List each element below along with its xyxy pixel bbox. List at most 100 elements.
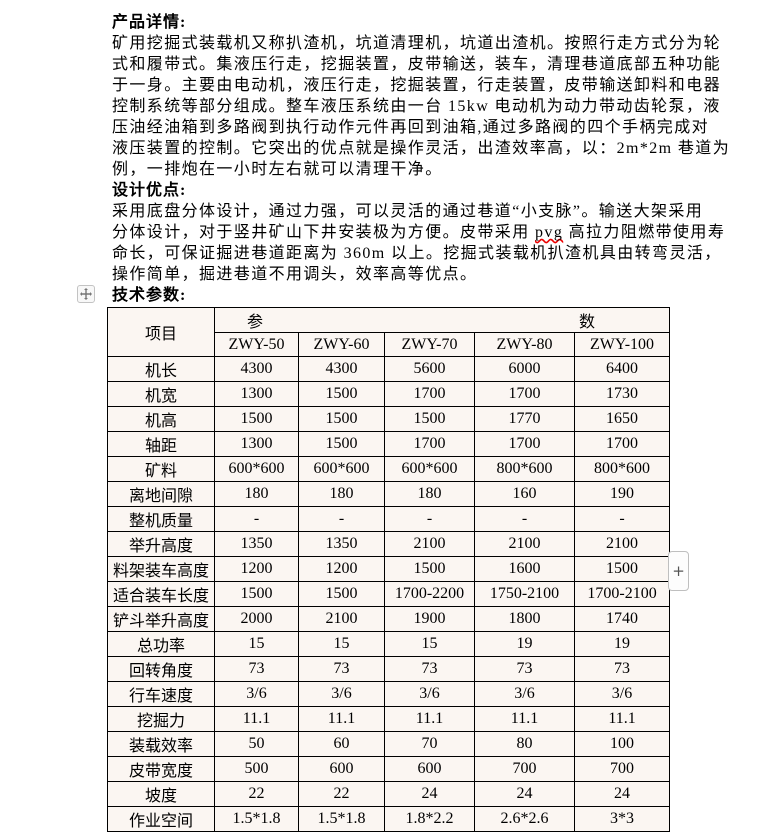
- spec-value-cell: 11.1: [214, 706, 299, 732]
- spec-value-cell: 1500: [214, 406, 299, 432]
- model-header-cell: ZWY-50: [214, 332, 299, 357]
- spec-value-cell: 73: [474, 656, 575, 682]
- spec-value-cell: -: [384, 506, 475, 532]
- spec-value-cell: 700: [573, 756, 671, 782]
- spec-value-cell: 1500: [298, 581, 385, 607]
- spec-value-cell: 180: [384, 481, 475, 507]
- model-header-row: ZWY-50 ZWY-60 ZWY-70 ZWY-80 ZWY-100: [108, 332, 671, 357]
- spec-value-cell: 15: [214, 631, 299, 657]
- spec-value-cell: 600: [384, 756, 475, 782]
- spec-value-cell: 5600: [384, 356, 475, 382]
- spec-value-cell: 1700: [573, 431, 671, 457]
- spec-value-cell: 600*600: [298, 456, 385, 482]
- spec-value-cell: 2100: [573, 531, 671, 557]
- table-add-button[interactable]: +: [668, 551, 689, 591]
- spec-value-cell: 700: [474, 756, 575, 782]
- spec-value-cell: 1500: [214, 581, 299, 607]
- row-label-cell: 整机质量: [107, 506, 215, 532]
- model-header-cell: ZWY-100: [573, 332, 671, 357]
- spec-value-cell: 1800: [474, 606, 575, 632]
- row-label-cell: 机长: [107, 356, 215, 382]
- row-label-cell: 机宽: [107, 381, 215, 407]
- spec-value-cell: 19: [474, 631, 575, 657]
- table-row: 坡度 22 22 24 24 24: [107, 781, 671, 807]
- table-row: 矿料 600*600 600*600 600*600 800*600 800*600: [107, 456, 671, 482]
- spec-value-cell: 11.1: [573, 706, 671, 732]
- table-row: 作业空间 1.5*1.8 1.5*1.8 1.8*2.2 2.6*2.6 3*3: [107, 806, 671, 832]
- table-row: 整机质量 - - - - -: [107, 506, 671, 532]
- table-move-handle[interactable]: [77, 285, 95, 303]
- spec-value-cell: 15: [298, 631, 385, 657]
- table-row: 机长 4300 4300 5600 6000 6400: [107, 356, 671, 382]
- spec-value-cell: 11.1: [474, 706, 575, 732]
- spec-value-cell: 73: [384, 656, 475, 682]
- table-row: 举升高度 1350 1350 2100 2100 2100: [107, 531, 671, 557]
- spec-value-cell: 70: [384, 731, 475, 757]
- spec-value-cell: 1770: [474, 406, 575, 432]
- row-label-cell: 举升高度: [107, 531, 215, 557]
- spec-value-cell: 2000: [214, 606, 299, 632]
- spec-value-cell: 1200: [214, 556, 299, 582]
- spec-value-cell: 24: [474, 781, 575, 807]
- spec-value-cell: 1500: [384, 556, 475, 582]
- spec-value-cell: 1200: [298, 556, 385, 582]
- spec-value-cell: 2100: [298, 606, 385, 632]
- spec-value-cell: 3*3: [573, 806, 671, 832]
- corner-header-cell: 项目: [107, 307, 215, 357]
- spec-value-cell: 600*600: [384, 456, 475, 482]
- design-advantages-heading: 设计优点:: [112, 182, 187, 199]
- spec-value-cell: 3/6: [214, 681, 299, 707]
- table-row: 机宽 1300 1500 1700 1700 1730: [107, 381, 671, 407]
- spec-value-cell: 1600: [474, 556, 575, 582]
- spec-value-cell: 1.5*1.8: [214, 806, 299, 832]
- spec-value-cell: 1300: [214, 431, 299, 457]
- spec-value-cell: 1500: [298, 381, 385, 407]
- spec-value-cell: 1.8*2.2: [384, 806, 475, 832]
- spec-value-cell: 190: [573, 481, 671, 507]
- table-row: 装载效率 50 60 70 80 100: [107, 731, 671, 757]
- spec-value-cell: 160: [474, 481, 575, 507]
- model-header-cell: ZWY-60: [298, 332, 385, 357]
- spec-value-cell: 60: [298, 731, 385, 757]
- row-label-cell: 总功率: [107, 631, 215, 657]
- spec-value-cell: 2100: [384, 531, 475, 557]
- table-row: 离地间隙 180 180 180 160 190: [107, 481, 671, 507]
- table-row: 行车速度 3/6 3/6 3/6 3/6 3/6: [107, 681, 671, 707]
- spec-value-cell: 1900: [384, 606, 475, 632]
- spec-value-cell: 24: [384, 781, 475, 807]
- product-details-paragraph: 矿用挖掘式装载机又称扒渣机，坑道清理机，坑道出渣机。按照行走方式分为轮 式和履带…: [112, 35, 731, 178]
- spec-value-cell: 1.5*1.8: [298, 806, 385, 832]
- design-text-after: 高拉力阻燃带使用寿 命长，可保证掘进巷道距离为 360m 以上。挖掘式装载机扒渣…: [112, 224, 726, 283]
- spec-value-cell: 600*600: [214, 456, 299, 482]
- spec-value-cell: 1700: [384, 381, 475, 407]
- row-label-cell: 离地间隙: [107, 481, 215, 507]
- spec-value-cell: 1500: [384, 406, 475, 432]
- spec-value-cell: 80: [474, 731, 575, 757]
- spec-value-cell: 100: [573, 731, 671, 757]
- table-row: 挖掘力 11.1 11.1 11.1 11.1 11.1: [107, 706, 671, 732]
- specs-table: 项目 参 数 ZWY-50 ZWY-60 ZWY-70 ZWY-80 ZWY-100 机…: [107, 307, 671, 832]
- spec-value-cell: 73: [298, 656, 385, 682]
- spec-value-cell: 2.6*2.6: [474, 806, 575, 832]
- spec-value-cell: 11.1: [384, 706, 475, 732]
- spec-value-cell: 24: [573, 781, 671, 807]
- product-details-heading: 产品详情:: [112, 14, 187, 31]
- design-text-before: 采用底盘分体设计，通过力强，可以灵活的通过巷道“小支脉”。输送大架采用 分体设计…: [112, 203, 704, 241]
- row-label-cell: 回转角度: [107, 656, 215, 682]
- row-label-cell: 行车速度: [107, 681, 215, 707]
- row-label-cell: 机高: [107, 406, 215, 432]
- spec-value-cell: 50: [214, 731, 299, 757]
- spec-value-cell: 800*600: [573, 456, 671, 482]
- spec-value-cell: 1750-2100: [474, 581, 575, 607]
- spec-value-cell: 19: [573, 631, 671, 657]
- spec-value-cell: 1700-2200: [384, 581, 475, 607]
- spec-value-cell: 2100: [474, 531, 575, 557]
- table-row: 总功率 15 15 15 19 19: [107, 631, 671, 657]
- spec-value-cell: 3/6: [298, 681, 385, 707]
- row-label-cell: 适合装车长度: [107, 581, 215, 607]
- spec-value-cell: 1700-2100: [573, 581, 671, 607]
- table-row: 铲斗举升高度 2000 2100 1900 1800 1740: [107, 606, 671, 632]
- spec-value-cell: 1350: [298, 531, 385, 557]
- spec-value-cell: 1740: [573, 606, 671, 632]
- spec-value-cell: 1700: [474, 381, 575, 407]
